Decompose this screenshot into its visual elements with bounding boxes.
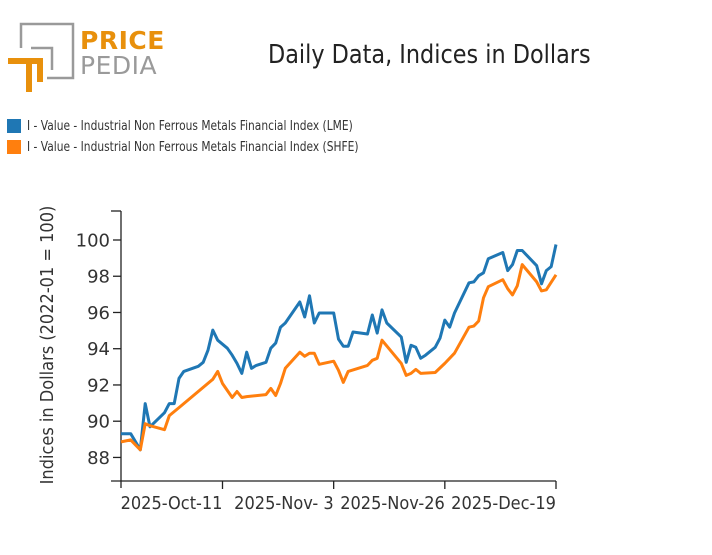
- legend-label-lme: I - Value - Industrial Non Ferrous Metal…: [27, 118, 353, 134]
- y-tick-label: 92: [87, 375, 110, 396]
- y-axis-title: Indices in Dollars (2022-01 = 100): [37, 206, 58, 485]
- y-tick-label: 100: [76, 230, 110, 251]
- axes: 88 90 92 94 96 98 100 2025-Oct-11 2025-Nov- 3 202…: [76, 210, 557, 514]
- legend-swatch-shfe: [7, 140, 21, 154]
- chart-title: Daily Data, Indices in Dollars: [268, 40, 591, 70]
- series-lme: [121, 244, 558, 452]
- logo-text-price: PRICE: [80, 26, 165, 55]
- y-tick-label: 90: [87, 412, 110, 433]
- x-tick-label: 2025-Nov- 3: [234, 493, 333, 514]
- series-line[interactable]: [120, 263, 558, 452]
- x-tick-label: 2025-Nov-26: [340, 493, 445, 514]
- logo-text-pedia: PEDIA: [80, 51, 158, 80]
- x-tick-label: 2025-Dec-19: [451, 493, 556, 514]
- series-line[interactable]: [121, 244, 558, 452]
- logo-mark-icon: [8, 22, 75, 92]
- legend-item-lme[interactable]: I - Value - Industrial Non Ferrous Metal…: [7, 118, 424, 134]
- pricepedia-logo: PRICE PEDIA: [0, 0, 170, 100]
- series-layer: [120, 244, 558, 452]
- y-tick-label: 88: [87, 448, 110, 469]
- y-tick-label: 96: [87, 303, 110, 324]
- x-tick-label: 2025-Oct-11: [121, 493, 223, 514]
- series-shfe: [120, 263, 558, 452]
- legend-item-shfe[interactable]: I - Value - Industrial Non Ferrous Metal…: [7, 139, 431, 155]
- legend-label-shfe: I - Value - Industrial Non Ferrous Metal…: [27, 139, 359, 155]
- legend-swatch-lme: [7, 119, 21, 133]
- y-tick-label: 98: [87, 267, 110, 288]
- y-tick-label: 94: [87, 339, 110, 360]
